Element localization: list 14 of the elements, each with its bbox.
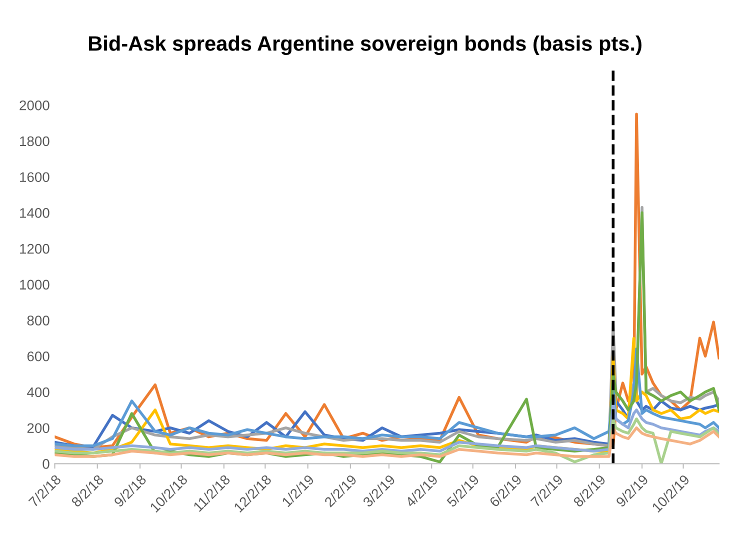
chart-title: Bid-Ask spreads Argentine sovereign bonds (basis pts.) <box>88 36 642 56</box>
y-tick-label: 0 <box>42 459 50 469</box>
y-tick-label: 1800 <box>20 136 50 146</box>
line-series <box>54 426 720 458</box>
y-tick-label: 600 <box>27 351 50 362</box>
y-tick-label: 1000 <box>20 280 50 290</box>
y-tick-label: 1600 <box>20 172 50 182</box>
y-tick-label: 200 <box>27 423 50 434</box>
y-tick-label: 1400 <box>20 208 50 218</box>
y-tick-label: 800 <box>27 316 50 326</box>
y-tick-label: 1200 <box>20 244 50 254</box>
y-tick-label: 400 <box>27 387 50 398</box>
line-series <box>54 400 720 453</box>
y-tick-label: 2000 <box>20 100 50 110</box>
